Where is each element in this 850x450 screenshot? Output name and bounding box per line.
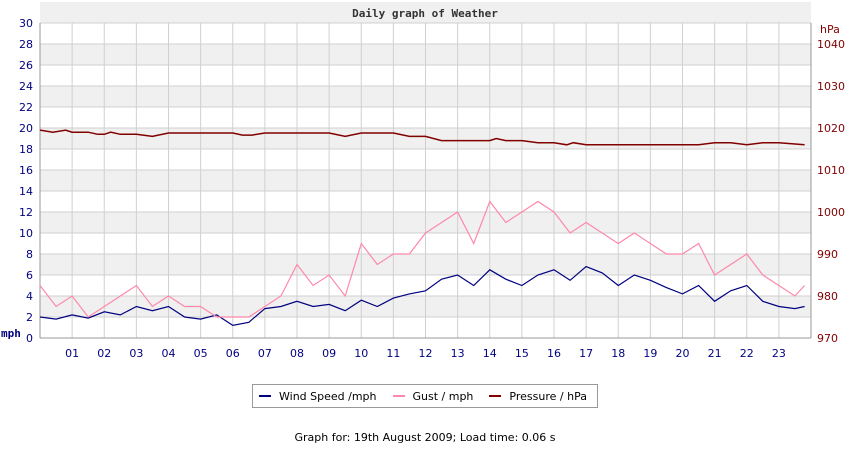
footer-text: Graph for: 19th August 2009; Load time: … xyxy=(294,431,556,444)
legend-item-gust: Gust / mph xyxy=(392,389,474,403)
y-left-tick-label: 18 xyxy=(19,143,33,156)
y-left-tick-label: 2 xyxy=(26,311,33,324)
legend-label-gust: Gust / mph xyxy=(412,389,474,403)
series-line-2 xyxy=(39,129,805,146)
x-tick-label: 04 xyxy=(162,347,176,360)
y-left-tick-label: 24 xyxy=(19,80,33,93)
x-tick-label: 14 xyxy=(483,347,497,360)
x-tick-label: 11 xyxy=(386,347,400,360)
x-tick-label: 08 xyxy=(290,347,304,360)
y-right-tick-label: 1020 xyxy=(817,122,845,135)
x-tick-label: 17 xyxy=(579,347,593,360)
legend-swatch-wind xyxy=(259,395,271,397)
x-tick-label: 20 xyxy=(676,347,690,360)
legend-swatch-gust xyxy=(392,395,405,397)
grid-band xyxy=(40,2,811,23)
x-tick-label: 01 xyxy=(65,347,79,360)
chart-series xyxy=(39,129,806,327)
y-left-tick-label: 0 xyxy=(26,332,33,345)
x-tick-label: 12 xyxy=(419,347,433,360)
x-tick-label: 03 xyxy=(129,347,143,360)
y-left-tick-label: 26 xyxy=(19,59,33,72)
legend-label-pressure: Pressure / hPa xyxy=(509,389,587,403)
x-tick-label: 05 xyxy=(194,347,208,360)
legend-label-wind: Wind Speed /mph xyxy=(279,389,377,403)
chart-legend: Wind Speed /mph Gust / mph Pressure / hP… xyxy=(252,384,598,408)
x-tick-label: 15 xyxy=(515,347,529,360)
x-tick-label: 07 xyxy=(258,347,272,360)
y-left-tick-label: 30 xyxy=(19,17,33,30)
x-tick-label: 18 xyxy=(611,347,625,360)
right-axis-unit: hPa xyxy=(820,23,840,36)
y-left-tick-label: 4 xyxy=(26,290,33,303)
y-left-tick-label: 6 xyxy=(26,269,33,282)
series-line-1 xyxy=(39,200,806,318)
series-line-0 xyxy=(39,265,805,327)
y-left-tick-label: 28 xyxy=(19,38,33,51)
x-tick-label: 22 xyxy=(740,347,754,360)
y-right-tick-label: 1010 xyxy=(817,164,845,177)
x-tick-label: 21 xyxy=(708,347,722,360)
x-tick-label: 06 xyxy=(226,347,240,360)
legend-item-pressure: Pressure / hPa xyxy=(489,390,587,403)
y-left-tick-label: 14 xyxy=(19,185,33,198)
y-right-tick-label: 1040 xyxy=(817,38,845,51)
chart-title: Daily graph of Weather xyxy=(352,7,498,20)
x-tick-label: 19 xyxy=(643,347,657,360)
y-right-tick-label: 1000 xyxy=(817,206,845,219)
x-tick-label: 02 xyxy=(97,347,111,360)
x-tick-label: 13 xyxy=(451,347,465,360)
y-left-tick-label: 10 xyxy=(19,227,33,240)
y-right-tick-label: 990 xyxy=(817,248,838,261)
y-left-tick-label: 16 xyxy=(19,164,33,177)
x-tick-label: 09 xyxy=(322,347,336,360)
y-left-tick-label: 12 xyxy=(19,206,33,219)
y-left-tick-label: 22 xyxy=(19,101,33,114)
x-tick-label: 10 xyxy=(354,347,368,360)
legend-swatch-pressure xyxy=(489,395,502,397)
y-left-tick-label: 20 xyxy=(19,122,33,135)
x-tick-label: 16 xyxy=(547,347,561,360)
x-tick-label: 23 xyxy=(772,347,786,360)
y-right-tick-label: 970 xyxy=(817,332,838,345)
y-left-tick-label: 8 xyxy=(26,248,33,261)
y-right-tick-label: 1030 xyxy=(817,80,845,93)
y-right-tick-label: 980 xyxy=(817,290,838,303)
left-axis-unit: mph xyxy=(1,327,21,340)
legend-item-wind: Wind Speed /mph xyxy=(259,390,377,403)
axis-ticks: 0246810121416182022242628309709809901000… xyxy=(19,17,845,360)
